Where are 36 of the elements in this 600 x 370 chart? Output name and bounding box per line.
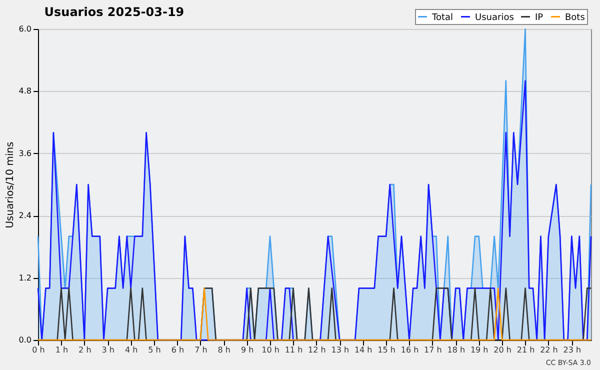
x-tick-label: 18 h <box>447 346 466 354</box>
x-tick-label: 21 h <box>516 346 535 354</box>
x-tick-label: 20 h <box>494 346 512 354</box>
chart-title: Usuarios 2025-03-19 <box>44 5 184 19</box>
x-tick-label: 15 h <box>378 346 396 354</box>
x-tick-label: 2 h <box>78 346 92 354</box>
y-tick-label: 4.8 <box>18 86 32 96</box>
y-tick-label: 2.4 <box>18 211 32 220</box>
x-tick-label: 12 h <box>308 346 326 354</box>
x-tick-label: 3 h <box>102 346 114 354</box>
x-tick-label: 7 h <box>194 346 208 354</box>
x-tick-label: 6 h <box>171 346 184 354</box>
x-tick-label: 11 h <box>284 346 303 354</box>
legend-label: Total <box>431 12 454 23</box>
y-tick-label: 1.2 <box>18 273 32 282</box>
y-axis-title: Usuarios/10 mins <box>4 142 16 228</box>
x-tick-label: 23 h <box>563 346 582 354</box>
x-tick-label: 17 h <box>424 346 442 354</box>
x-tick-label: 14 h <box>354 346 372 354</box>
x-tick-label: 22 h <box>540 346 558 354</box>
y-tick-label: 0.0 <box>18 336 32 344</box>
x-tick-label: 8 h <box>218 346 230 354</box>
x-tick-label: 4 h <box>124 346 138 354</box>
x-tick-label: 19 h <box>470 346 488 354</box>
x-tick-label: 16 h <box>400 346 419 354</box>
x-tick-label: 1 h <box>55 346 68 354</box>
x-tick-label: 5 h <box>148 346 161 354</box>
legend-label: IP <box>535 12 544 23</box>
x-tick-label: 9 h <box>240 346 254 354</box>
legend-label: Bots <box>565 12 586 23</box>
y-tick-label: 6.0 <box>18 24 32 34</box>
y-tick-label: 3.6 <box>18 148 32 158</box>
x-tick-label: 0 h <box>32 346 45 354</box>
x-tick-label: 13 h <box>331 346 350 354</box>
legend-label: Usuarios <box>475 12 514 23</box>
x-tick-label: 10 h <box>262 346 280 354</box>
